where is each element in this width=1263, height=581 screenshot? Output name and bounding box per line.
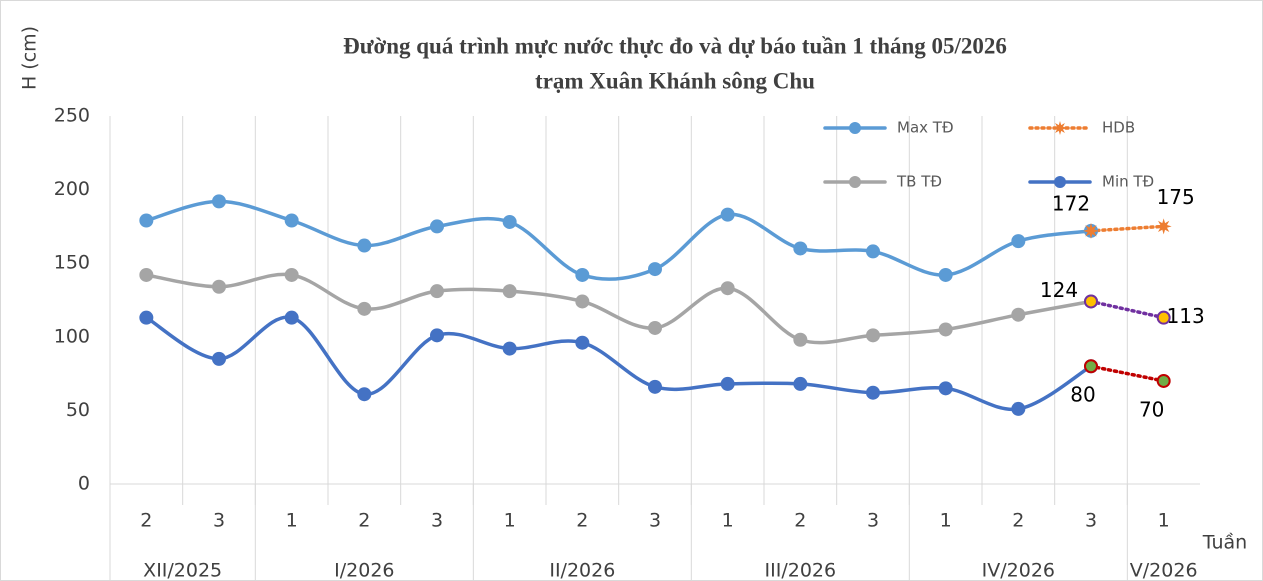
marker xyxy=(430,219,444,234)
marker xyxy=(139,310,154,325)
marker xyxy=(938,381,953,396)
y-tick-label: 100 xyxy=(54,325,90,347)
marker xyxy=(284,310,299,325)
x-tick-label: 1 xyxy=(286,510,298,532)
marker xyxy=(357,238,372,253)
marker xyxy=(212,351,226,366)
marker xyxy=(1156,310,1171,325)
x-tick-label: 2 xyxy=(140,510,152,532)
marker xyxy=(139,213,154,228)
marker xyxy=(502,284,517,299)
marker xyxy=(575,335,590,350)
marker xyxy=(502,214,517,229)
data-label: 175 xyxy=(1157,185,1195,209)
legend-label: Min TĐ xyxy=(1102,173,1154,191)
data-label: 172 xyxy=(1052,191,1090,215)
marker xyxy=(720,281,735,296)
marker xyxy=(793,376,808,391)
legend-marker xyxy=(1053,121,1067,135)
legend-label: TB TĐ xyxy=(896,173,942,191)
group-label: I/2026 xyxy=(334,560,394,581)
marker xyxy=(720,376,735,391)
group-label: II/2026 xyxy=(549,560,615,581)
marker xyxy=(938,322,953,337)
marker xyxy=(866,328,880,343)
group-label: IV/2026 xyxy=(982,560,1055,581)
y-tick-label: 250 xyxy=(54,105,90,127)
marker xyxy=(1084,359,1098,374)
data-label: 80 xyxy=(1070,383,1095,407)
marker xyxy=(357,301,372,316)
legend-label: Max TĐ xyxy=(897,119,954,137)
data-label: 124 xyxy=(1040,278,1078,302)
x-axis-title: Tuần xyxy=(1202,532,1247,554)
x-tick-label: 3 xyxy=(431,510,443,532)
series-line xyxy=(144,272,1093,345)
marker xyxy=(430,284,444,299)
marker xyxy=(139,267,154,282)
y-tick-label: 200 xyxy=(54,178,90,200)
group-label: V/2026 xyxy=(1130,560,1198,581)
group-label: III/2026 xyxy=(765,560,837,581)
marker xyxy=(1011,307,1026,322)
x-tick-label: 3 xyxy=(1085,510,1097,532)
x-tick-label: 2 xyxy=(576,510,588,532)
x-tick-label: 3 xyxy=(867,510,879,532)
legend-marker xyxy=(849,122,861,134)
marker xyxy=(793,241,808,256)
y-axis-title: H (cm) xyxy=(19,26,41,90)
x-tick-label: 1 xyxy=(722,510,734,532)
x-tick-label: 3 xyxy=(213,510,225,532)
marker xyxy=(938,267,953,282)
marker xyxy=(575,267,590,282)
marker xyxy=(1084,294,1098,309)
marker xyxy=(212,279,226,294)
x-tick-label: 2 xyxy=(358,510,370,532)
marker xyxy=(212,194,226,209)
marker xyxy=(1011,234,1026,249)
group-label: XII/2025 xyxy=(143,560,222,581)
marker xyxy=(1155,218,1172,235)
data-label: 70 xyxy=(1139,397,1164,421)
marker xyxy=(793,332,808,347)
data-label: 113 xyxy=(1167,304,1205,328)
marker xyxy=(430,328,444,343)
x-tick-label: 2 xyxy=(1012,510,1024,532)
x-tick-label: 1 xyxy=(1158,510,1170,532)
legend-label: HDB xyxy=(1102,119,1135,137)
y-tick-label: 150 xyxy=(54,252,90,274)
y-tick-label: 50 xyxy=(66,399,90,421)
marker xyxy=(1011,401,1026,416)
x-tick-label: 3 xyxy=(649,510,661,532)
x-tick-label: 1 xyxy=(504,510,516,532)
marker xyxy=(284,213,299,228)
chart-title: Đường quá trình mực nước thực đo và dự b… xyxy=(343,33,1007,58)
marker xyxy=(866,244,880,259)
y-tick-label: 0 xyxy=(78,473,90,495)
marker xyxy=(284,267,299,282)
marker xyxy=(648,320,662,335)
marker xyxy=(1156,373,1171,388)
marker xyxy=(1083,222,1099,239)
marker xyxy=(720,207,735,222)
marker xyxy=(648,379,662,394)
marker xyxy=(575,294,590,309)
marker xyxy=(502,341,517,356)
marker xyxy=(648,262,662,277)
x-tick-label: 2 xyxy=(794,510,806,532)
chart-subtitle: trạm Xuân Khánh sông Chu xyxy=(535,68,815,93)
x-tick-label: 1 xyxy=(940,510,952,532)
marker xyxy=(357,387,372,402)
legend-marker xyxy=(849,176,861,188)
legend-marker xyxy=(1054,176,1066,188)
marker xyxy=(866,385,880,400)
